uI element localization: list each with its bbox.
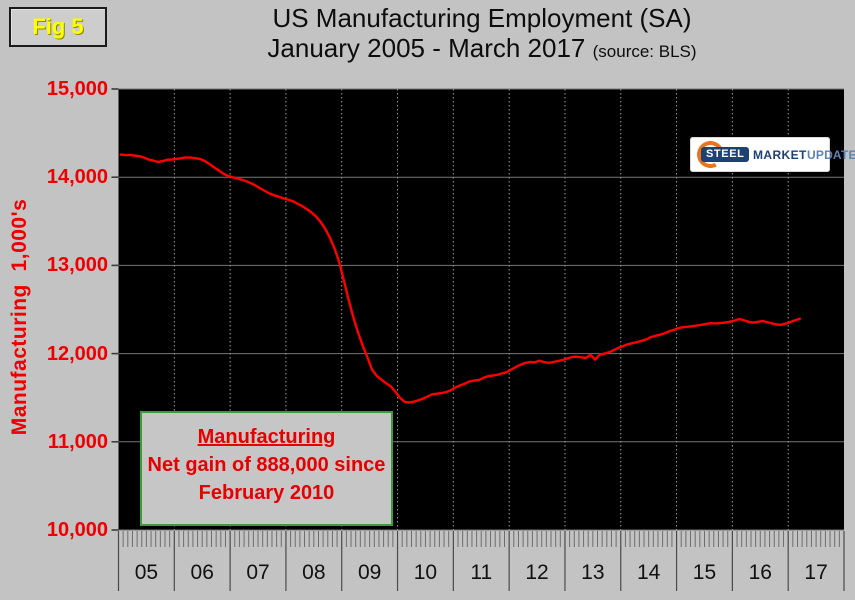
annotation-line: Net gain of 888,000 since [147, 454, 386, 476]
source-note: (source: BLS) [592, 42, 697, 61]
x-tick-label: 06 [190, 561, 214, 584]
x-tick-label: 15 [692, 561, 717, 584]
steel-market-update-logo: STEEL MARKET UPDATE [690, 137, 855, 172]
x-tick-label: 10 [413, 561, 438, 584]
x-tick-label: 17 [804, 561, 828, 584]
logo-market-text: MARKET [753, 148, 807, 162]
y-tick-label: 13,000 [46, 254, 108, 277]
title-block: US Manufacturing Employment (SA) January… [112, 3, 852, 67]
y-tick-label: 10,000 [46, 519, 108, 541]
logo-steel-text: STEEL [701, 147, 750, 162]
y-tick-label: 14,000 [46, 166, 108, 189]
y-tick-label: 15,000 [46, 78, 108, 100]
x-tick-label: 12 [525, 561, 549, 584]
logo-update-text: UPDATE [807, 148, 855, 162]
annotation-title: Manufacturing [197, 426, 336, 448]
x-tick-label: 13 [581, 561, 605, 584]
x-tick-label: 08 [302, 561, 326, 584]
annotation-box: Manufacturing Net gain of 888,000 since … [140, 411, 393, 526]
x-tick-label: 09 [357, 561, 382, 584]
y-tick-label: 11,000 [47, 430, 108, 453]
y-tick-label: 12,000 [46, 342, 108, 365]
x-tick-label: 14 [636, 561, 661, 584]
figure-number-label: Fig 5 [32, 14, 84, 39]
x-tick-label: 16 [748, 561, 772, 584]
figure-number-badge: Fig 5 [9, 7, 107, 47]
x-tick-label: 05 [134, 561, 159, 584]
employment-data-line [119, 153, 801, 404]
x-tick-label: 07 [246, 561, 270, 584]
chart-title: US Manufacturing Employment (SA) [272, 3, 692, 33]
chart-subtitle: January 2005 - March 2017 (source: BLS) [112, 33, 852, 67]
x-tick-label: 11 [470, 561, 493, 584]
chart-subtitle-text: January 2005 - March 2017 [267, 33, 586, 63]
annotation-line: February 2010 [198, 482, 335, 504]
